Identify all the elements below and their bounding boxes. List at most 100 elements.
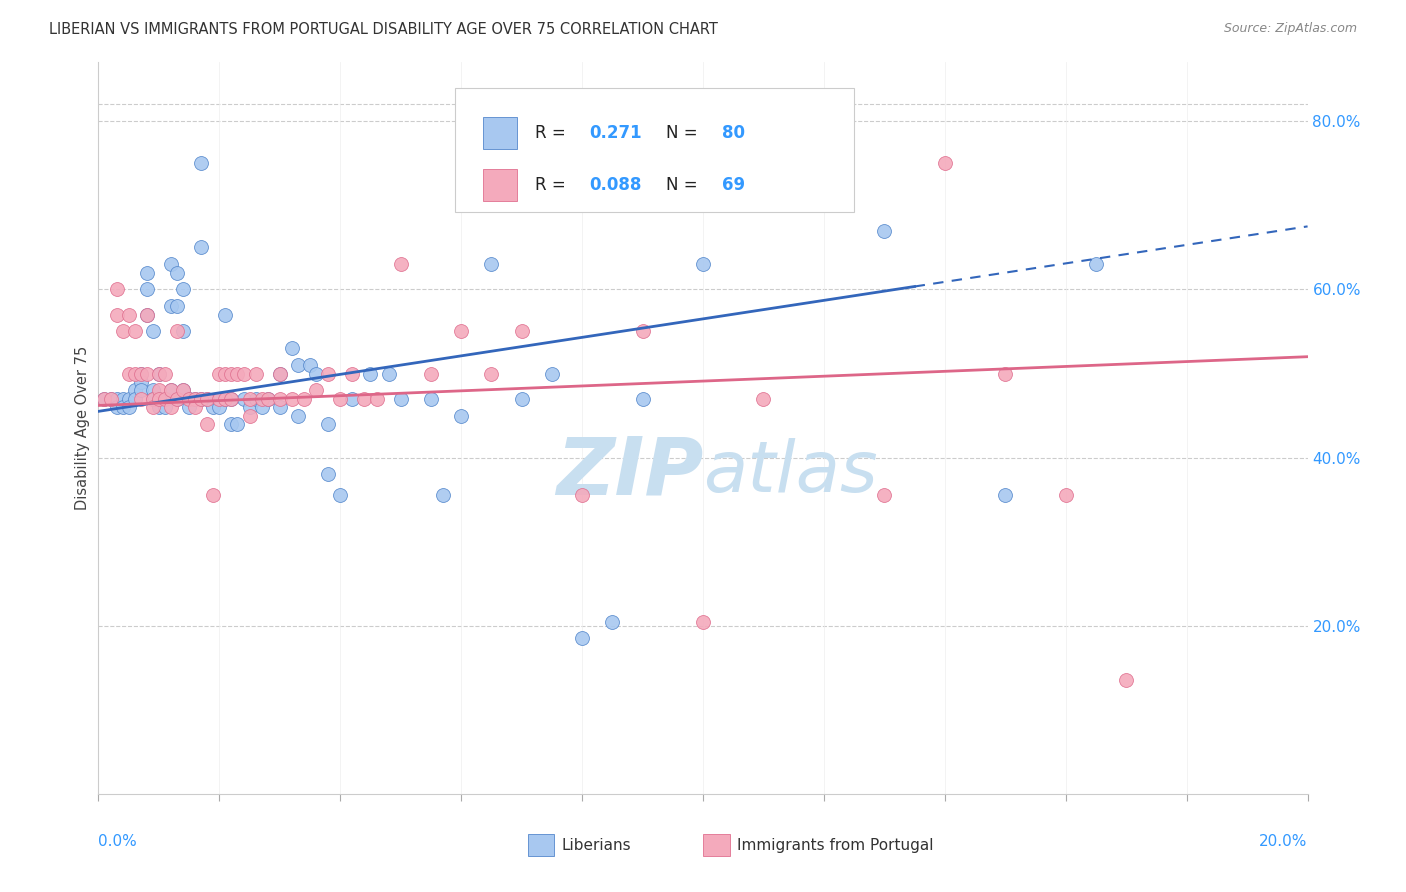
Point	[142, 384, 165, 398]
Point	[305, 367, 328, 381]
Point	[540, 367, 562, 381]
Point	[142, 392, 165, 406]
FancyBboxPatch shape	[482, 117, 517, 149]
Point	[184, 400, 207, 414]
Point	[1054, 488, 1077, 502]
Point	[510, 392, 533, 406]
Point	[160, 257, 183, 271]
Point	[129, 392, 152, 406]
Point	[510, 325, 533, 339]
Point	[190, 240, 212, 254]
Point	[602, 615, 624, 629]
Point	[269, 392, 291, 406]
Point	[142, 325, 165, 339]
Point	[105, 392, 128, 406]
Point	[166, 325, 188, 339]
Text: ZIP: ZIP	[555, 433, 703, 511]
Point	[195, 392, 218, 406]
Point	[166, 392, 188, 406]
Point	[172, 325, 194, 339]
Point	[135, 308, 157, 322]
Point	[124, 325, 146, 339]
Point	[179, 392, 201, 406]
Text: Liberians: Liberians	[561, 838, 631, 853]
Point	[172, 384, 194, 398]
Point	[135, 282, 157, 296]
Point	[160, 400, 183, 414]
Point	[93, 392, 115, 406]
Point	[135, 266, 157, 280]
Text: atlas: atlas	[703, 438, 877, 507]
Point	[124, 384, 146, 398]
Point	[100, 392, 122, 406]
Point	[148, 384, 170, 398]
Point	[105, 308, 128, 322]
FancyBboxPatch shape	[482, 169, 517, 202]
Point	[153, 392, 176, 406]
Point	[118, 392, 141, 406]
Point	[873, 224, 896, 238]
Point	[1115, 673, 1137, 688]
Point	[692, 615, 714, 629]
Point	[118, 400, 141, 414]
Point	[994, 367, 1017, 381]
Point	[377, 367, 399, 381]
Point	[135, 308, 157, 322]
Point	[571, 632, 593, 646]
Point	[1085, 257, 1108, 271]
Point	[420, 367, 443, 381]
Point	[316, 367, 339, 381]
Point	[184, 392, 207, 406]
Point	[195, 417, 218, 431]
Point	[389, 392, 412, 406]
Point	[305, 384, 328, 398]
Y-axis label: Disability Age Over 75: Disability Age Over 75	[75, 346, 90, 510]
Point	[202, 400, 225, 414]
Point	[239, 400, 262, 414]
Point	[105, 282, 128, 296]
Point	[129, 367, 152, 381]
Point	[221, 392, 243, 406]
FancyBboxPatch shape	[527, 834, 554, 856]
Point	[450, 409, 472, 423]
Point	[226, 367, 249, 381]
Point	[299, 358, 322, 372]
FancyBboxPatch shape	[703, 834, 730, 856]
Point	[129, 384, 152, 398]
Point	[153, 392, 176, 406]
Point	[239, 392, 262, 406]
Point	[129, 375, 152, 389]
Point	[118, 367, 141, 381]
Point	[111, 392, 134, 406]
Point	[214, 392, 236, 406]
Point	[873, 488, 896, 502]
Point	[100, 392, 122, 406]
Point	[208, 392, 231, 406]
Text: N =: N =	[665, 124, 703, 142]
Point	[250, 392, 273, 406]
Point	[450, 325, 472, 339]
Point	[172, 282, 194, 296]
Text: LIBERIAN VS IMMIGRANTS FROM PORTUGAL DISABILITY AGE OVER 75 CORRELATION CHART: LIBERIAN VS IMMIGRANTS FROM PORTUGAL DIS…	[49, 22, 718, 37]
Text: Source: ZipAtlas.com: Source: ZipAtlas.com	[1223, 22, 1357, 36]
Point	[292, 392, 315, 406]
Point	[153, 367, 176, 381]
Point	[342, 392, 364, 406]
Point	[148, 367, 170, 381]
Point	[692, 257, 714, 271]
Point	[214, 308, 236, 322]
Point	[135, 367, 157, 381]
Point	[160, 384, 183, 398]
Point	[142, 400, 165, 414]
Point	[160, 299, 183, 313]
Point	[208, 367, 231, 381]
Point	[179, 392, 201, 406]
Point	[221, 392, 243, 406]
Text: 20.0%: 20.0%	[1260, 834, 1308, 849]
Point	[195, 392, 218, 406]
Point	[316, 417, 339, 431]
Point	[269, 367, 291, 381]
Point	[93, 392, 115, 406]
Point	[214, 367, 236, 381]
Point	[281, 341, 304, 355]
